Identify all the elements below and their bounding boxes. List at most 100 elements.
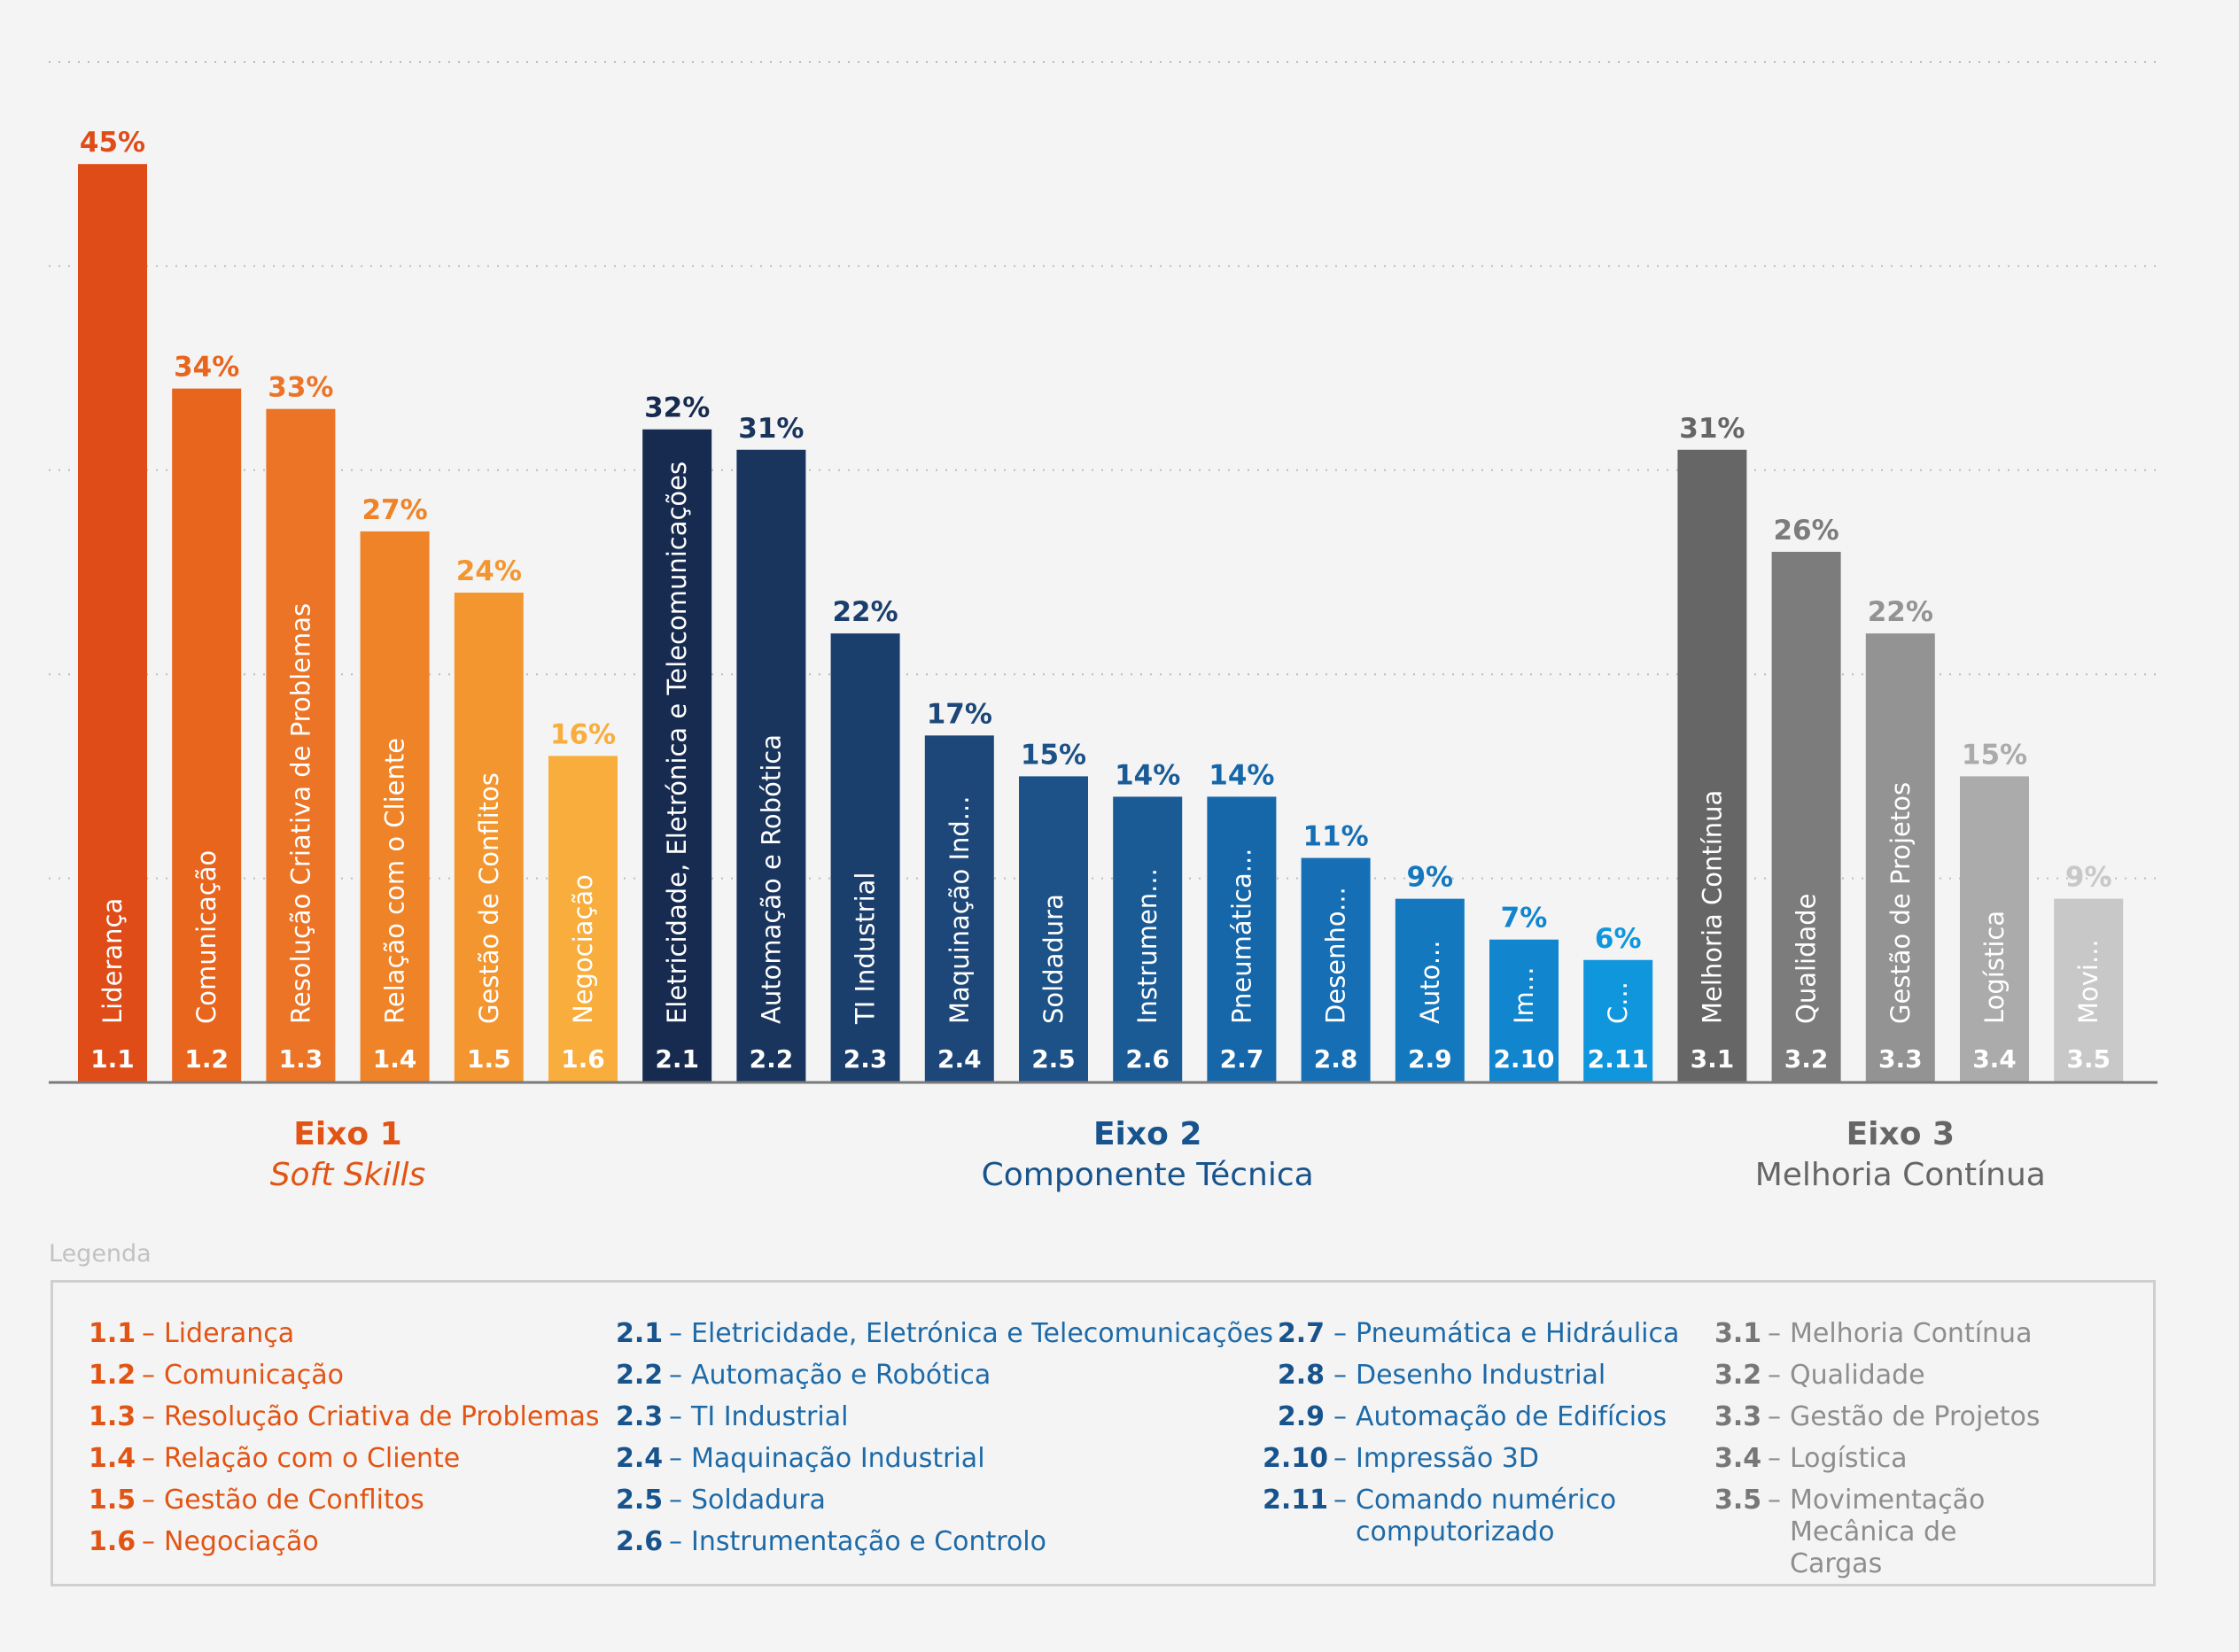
legend-column: 2.1– Eletricidade, Eletrónica e Telecomun… bbox=[616, 1318, 1273, 1568]
bar-value-label: 31% bbox=[1679, 413, 1745, 445]
bar-name-label: Movi... bbox=[2073, 939, 2103, 1024]
bar-group: 31% 3.1 Melhoria Contínua bbox=[1677, 413, 1747, 1082]
legend-item-code: 2.6 bbox=[616, 1526, 664, 1557]
group-title: Eixo 3 Melhoria Contínua bbox=[1546, 1114, 2239, 1196]
bar-name-label: Auto... bbox=[1415, 941, 1445, 1024]
bar-name-label: Eletricidade, Eletrónica e Telecomunicaç… bbox=[662, 461, 692, 1024]
bar-group: 6% 2.11 C... bbox=[1583, 923, 1653, 1082]
bar-value-label: 26% bbox=[1773, 515, 1839, 547]
bar-group: 33% 1.3 Resolução Criativa de Problemas bbox=[266, 372, 336, 1082]
legend-item-code: 1.5 bbox=[89, 1485, 136, 1516]
group-title-subtitle: Melhoria Contínua bbox=[1754, 1157, 2046, 1193]
bar-value-label: 33% bbox=[268, 372, 333, 404]
bar bbox=[1113, 796, 1183, 1082]
legend-item: 2.3– TI Industrial bbox=[616, 1401, 849, 1432]
group-title-heading: Eixo 1 bbox=[293, 1116, 402, 1152]
legend-column: 3.1– Melhoria Contínua 3.2– Qualidade 3.3– Ge… bbox=[1714, 1318, 2056, 1579]
bar bbox=[1583, 959, 1653, 1082]
bar bbox=[642, 429, 712, 1083]
bar-code-label: 1.1 bbox=[90, 1044, 135, 1074]
bar-code-label: 2.9 bbox=[1408, 1044, 1452, 1074]
bar-value-label: 45% bbox=[80, 127, 145, 159]
legend-item-code: 2.4 bbox=[616, 1443, 664, 1474]
bar-group: 9% 2.9 Auto... bbox=[1395, 862, 1465, 1082]
bar-value-label: 32% bbox=[644, 392, 710, 424]
legend-box: 1.1– Liderança 1.2– Comunicação 1.3– Resoluçã… bbox=[51, 1280, 2156, 1586]
group-title: Eixo 1 Soft Skills bbox=[0, 1114, 703, 1196]
legend-item-label: Instrumentação e Controlo bbox=[691, 1526, 1047, 1557]
bar-name-label: Im... bbox=[1509, 967, 1539, 1024]
bar-group: 27% 1.4 Relação com o Cliente bbox=[360, 494, 430, 1082]
group-title-heading: Eixo 2 bbox=[1092, 1116, 1202, 1152]
legend-item: 1.6– Negociação bbox=[89, 1526, 319, 1557]
bar-group: 24% 1.5 Gestão de Conflitos bbox=[454, 555, 524, 1082]
bar bbox=[1865, 633, 1935, 1082]
legend-item-label: Comunicação bbox=[164, 1360, 344, 1391]
legend-item: 3.1– Melhoria Contínua bbox=[1714, 1318, 2033, 1349]
bar-name-label: Gestão de Conflitos bbox=[474, 772, 504, 1024]
legend-item: 2.10– Impressão 3D bbox=[1263, 1443, 1539, 1474]
legend-item: 2.8– Desenho Industrial bbox=[1263, 1360, 1679, 1401]
legend-item-code: 3.5 bbox=[1714, 1485, 1762, 1516]
group-title-heading: Eixo 3 bbox=[1846, 1116, 1955, 1152]
bar-name-label: Desenho... bbox=[1321, 887, 1351, 1024]
bar-value-label: 14% bbox=[1209, 759, 1274, 791]
bar-group: 15% 2.5 Soldadura bbox=[1019, 739, 1088, 1082]
bar bbox=[1960, 776, 2029, 1082]
legend-item-label: Maquinação Industrial bbox=[691, 1443, 985, 1474]
legend-item-code: 2.5 bbox=[616, 1485, 664, 1516]
legend-item: 2.5– Soldadura bbox=[616, 1485, 826, 1516]
legend-item: 2.6– Instrumentação e Controlo bbox=[616, 1526, 1047, 1557]
legend-item: 3.4– Logística bbox=[1714, 1443, 1908, 1474]
bar-code-label: 2.1 bbox=[655, 1044, 699, 1074]
bar-name-label: Pneumática... bbox=[1226, 849, 1256, 1024]
legend-column: 1.1– Liderança 1.2– Comunicação 1.3– Resoluçã… bbox=[89, 1318, 600, 1568]
legend-item: 3.2– Qualidade bbox=[1714, 1360, 1925, 1391]
bar-group: 16% 1.6 Negociação bbox=[548, 718, 618, 1082]
bar-code-label: 2.10 bbox=[1493, 1044, 1554, 1074]
bar bbox=[1301, 857, 1371, 1082]
bar-value-label: 9% bbox=[2065, 862, 2112, 894]
legend-item-label: Automação de Edifícios bbox=[1356, 1401, 1668, 1432]
bar-name-label: Relação com o Cliente bbox=[380, 738, 410, 1024]
legend-item: 2.4– Maquinação Industrial bbox=[616, 1443, 985, 1474]
bar-code-label: 3.1 bbox=[1691, 1044, 1735, 1074]
bar-code-label: 1.5 bbox=[467, 1044, 511, 1074]
bar-chart: 45% 1.1 Liderança 34% 1.2 Comunicação 33% 1.3 Re… bbox=[49, 61, 2157, 1084]
bar-code-label: 1.6 bbox=[561, 1044, 605, 1074]
legend-item: 1.3– Resolução Criativa de Problemas bbox=[89, 1401, 600, 1432]
bar bbox=[172, 388, 242, 1082]
legend-item-code: 1.2 bbox=[89, 1360, 136, 1391]
bar-code-label: 3.3 bbox=[1878, 1044, 1923, 1074]
bar-code-label: 2.2 bbox=[750, 1044, 794, 1074]
legend-item-label: Qualidade bbox=[1790, 1360, 1925, 1391]
bar-group: 31% 2.2 Automação e Robótica bbox=[736, 413, 806, 1082]
bar-value-label: 9% bbox=[1406, 862, 1453, 894]
bar-code-label: 2.6 bbox=[1125, 1044, 1170, 1074]
bar-group: 7% 2.10 Im... bbox=[1489, 903, 1559, 1082]
bar-group: 15% 3.4 Logística bbox=[1960, 739, 2029, 1082]
bar-group: 26% 3.2 Qualidade bbox=[1771, 515, 1841, 1082]
bar-code-label: 2.3 bbox=[844, 1044, 888, 1074]
legend-item-label: Comando numérico computorizado bbox=[1356, 1485, 1617, 1547]
legend-item-label: Liderança bbox=[164, 1318, 295, 1349]
legend-item-label: Negociação bbox=[164, 1526, 319, 1557]
bar bbox=[2054, 898, 2124, 1082]
bar-value-label: 15% bbox=[1962, 739, 2027, 771]
bar-group: 22% 3.3 Gestão de Projetos bbox=[1865, 596, 1935, 1082]
bar-group: 14% 2.7 Pneumática... bbox=[1207, 759, 1277, 1082]
legend-item-label: Soldadura bbox=[691, 1485, 826, 1516]
legend-item: 2.2– Automação e Robótica bbox=[616, 1360, 991, 1391]
bar-code-label: 3.2 bbox=[1784, 1044, 1829, 1074]
legend-item-code: 1.3 bbox=[89, 1401, 136, 1432]
legend-item-code: 2.9 bbox=[1277, 1401, 1325, 1432]
bar bbox=[360, 531, 430, 1082]
legend-item-code: 2.1 bbox=[616, 1318, 664, 1349]
legend-item-code: 1.1 bbox=[89, 1318, 136, 1349]
legend-caption: Legenda bbox=[49, 1240, 152, 1268]
legend-item-label: Movimentação Mecânica de Cargas bbox=[1790, 1485, 1986, 1579]
bar-name-label: Negociação bbox=[568, 874, 598, 1024]
bar bbox=[266, 408, 336, 1082]
bar-code-label: 2.7 bbox=[1220, 1044, 1264, 1074]
legend-item: 2.9– Automação de Edifícios bbox=[1263, 1401, 1679, 1443]
